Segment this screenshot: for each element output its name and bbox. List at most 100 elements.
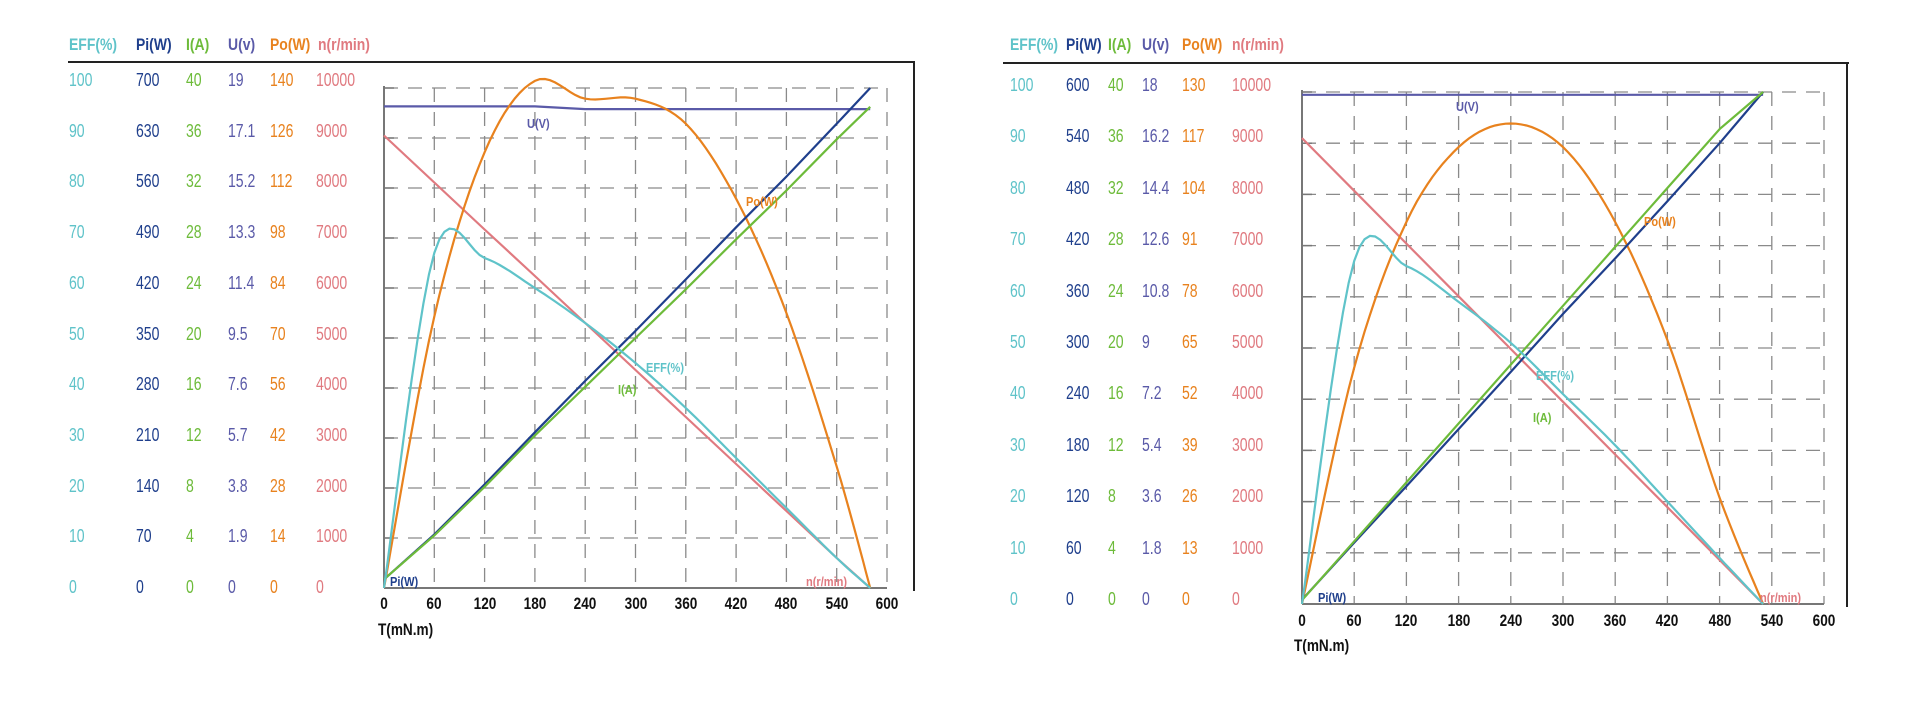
header-pi: Pi(W): [1066, 35, 1102, 54]
x-tick-label: 420: [724, 594, 748, 613]
curve-label-eff: EFF(%): [1536, 368, 1574, 383]
curve-label-po: Po(W): [1644, 214, 1676, 229]
scale-value-po: 42: [270, 424, 286, 445]
x-tick-label: 180: [523, 594, 547, 613]
grid: [384, 87, 888, 588]
scale-value-eff: 20: [1010, 486, 1026, 507]
scale-value-u: 9: [1142, 332, 1150, 352]
scale-value-u: 16.2: [1142, 126, 1170, 147]
grid: [1302, 91, 1825, 604]
x-tick-label: 120: [1395, 611, 1418, 630]
x-tick-label: 360: [674, 594, 698, 613]
scale-value-eff: 10: [1010, 537, 1026, 558]
series-n-line: [1301, 137, 1764, 605]
scale-value-u: 19: [228, 70, 244, 90]
series-i-line: [383, 106, 871, 581]
scale-value-eff: 30: [69, 424, 85, 445]
header-i: I(A): [186, 35, 210, 54]
x-tick-label: 0: [1298, 611, 1306, 630]
left-frame-right: [913, 61, 915, 591]
x-tick-label: 360: [1603, 611, 1627, 630]
scale-value-n: 5000: [316, 323, 348, 344]
scale-value-pi: 360: [1066, 280, 1090, 301]
left-x-axis-label: T(mN.m): [378, 620, 434, 639]
scale-value-eff: 50: [69, 323, 85, 344]
scale-value-i: 8: [1108, 486, 1116, 507]
scale-value-n: 8000: [1232, 177, 1264, 198]
scale-value-u: 11.4: [228, 272, 255, 293]
scale-value-i: 24: [186, 272, 202, 293]
scale-value-u: 18: [1142, 75, 1158, 95]
header-n: n(r/min): [318, 35, 370, 54]
scale-value-u: 5.7: [228, 424, 248, 445]
scale-value-n: 3000: [316, 424, 348, 445]
scale-value-i: 28: [1108, 229, 1124, 250]
scale-value-u: 1.8: [1142, 537, 1162, 558]
curve-label-n: n(r/min): [806, 574, 847, 589]
scale-value-pi: 630: [136, 120, 160, 141]
scale-value-n: 3000: [1232, 434, 1264, 455]
series-u-line: [384, 105, 871, 111]
scale-value-pi: 120: [1066, 486, 1090, 507]
scale-value-eff: 90: [69, 120, 85, 141]
scale-value-po: 140: [270, 70, 294, 90]
scale-value-po: 78: [1182, 280, 1198, 301]
left-frame-top: [68, 61, 915, 63]
scale-value-n: 1000: [316, 526, 348, 547]
curve-label-eff: EFF(%): [646, 360, 684, 375]
x-tick-label: 540: [825, 594, 849, 613]
scale-value-n: 0: [1232, 589, 1240, 609]
x-tick-label: 600: [875, 594, 899, 613]
scale-value-pi: 60: [1066, 537, 1082, 558]
scale-value-po: 98: [270, 222, 286, 243]
series-pi-line: [383, 87, 872, 581]
curve-label-pi: Pi(W): [390, 574, 418, 589]
curve-label-i: I(A): [1533, 410, 1551, 425]
header-eff: EFF(%): [69, 35, 118, 54]
curve-label-u: U(V): [527, 116, 550, 131]
scale-value-po: 117: [1182, 126, 1205, 147]
scale-value-pi: 420: [136, 272, 160, 293]
scale-value-eff: 40: [69, 374, 85, 395]
scale-value-i: 32: [186, 171, 202, 192]
scale-value-po: 52: [1182, 383, 1198, 404]
scale-value-pi: 210: [136, 424, 160, 445]
scale-value-u: 15.2: [228, 171, 256, 192]
scale-value-po: 84: [270, 272, 286, 293]
scale-value-pi: 180: [1066, 434, 1090, 455]
scale-value-eff: 10: [69, 526, 85, 547]
series-eff-line: [1300, 234, 1764, 605]
x-tick-label: 480: [1708, 611, 1731, 630]
curve-label-i: I(A): [618, 382, 636, 397]
scale-value-pi: 240: [1066, 383, 1090, 404]
scale-value-i: 28: [186, 222, 202, 243]
scale-value-i: 4: [1108, 537, 1116, 558]
scale-value-eff: 30: [1010, 434, 1026, 455]
right-frame-top: [1003, 62, 1849, 64]
scale-value-i: 12: [186, 424, 202, 445]
scale-value-po: 39: [1182, 434, 1198, 455]
scale-value-n: 2000: [316, 475, 348, 496]
scale-value-i: 20: [186, 323, 202, 344]
scale-value-pi: 560: [136, 171, 160, 192]
scale-value-eff: 60: [69, 272, 85, 293]
scale-value-u: 7.2: [1142, 383, 1162, 404]
scale-value-po: 26: [1182, 486, 1198, 507]
scale-value-eff: 40: [1010, 383, 1026, 404]
scale-value-i: 4: [186, 526, 194, 547]
header-pi: Pi(W): [136, 35, 172, 54]
scale-value-eff: 100: [1010, 75, 1034, 95]
scale-value-po: 0: [1182, 589, 1190, 609]
scale-value-eff: 80: [69, 171, 85, 192]
scale-value-n: 8000: [316, 171, 348, 192]
scale-value-eff: 100: [69, 70, 93, 90]
scale-value-n: 6000: [1232, 280, 1264, 301]
scale-value-pi: 700: [136, 70, 160, 90]
scale-value-i: 24: [1108, 280, 1124, 301]
scale-value-eff: 20: [69, 475, 85, 496]
scale-value-pi: 350: [136, 323, 160, 344]
scale-value-u: 1.9: [228, 526, 248, 547]
scale-value-i: 8: [186, 475, 194, 496]
scale-value-u: 14.4: [1142, 177, 1170, 198]
